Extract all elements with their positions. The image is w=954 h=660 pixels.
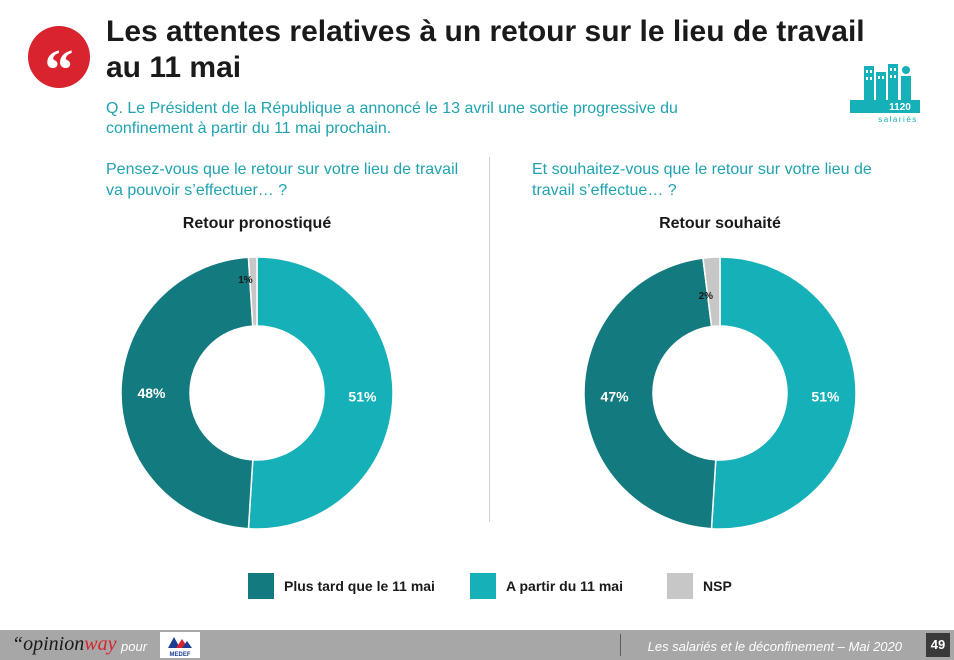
data-label-nsp: 1% <box>238 275 253 286</box>
data-label-a-partir-du-11-mai: 51% <box>811 388 840 404</box>
slice-plus-tard-que-le-11-mai <box>583 257 717 530</box>
slice-a-partir-du-11-mai <box>710 256 857 530</box>
svg-text:MEDEF: MEDEF <box>170 652 191 658</box>
badge-label: salariés <box>878 115 918 124</box>
column-divider <box>489 157 490 522</box>
chart-legend: Plus tard que le 11 mai A partir du 11 m… <box>0 573 954 599</box>
chart-title-pronostique: Retour pronostiqué <box>182 215 332 232</box>
legend-swatch <box>667 573 693 599</box>
chart-title-souhaite: Retour souhaité <box>659 215 781 232</box>
slice-nsp <box>702 256 721 328</box>
slice-nsp <box>247 256 258 327</box>
office-building-people-icon: 1120 salariés <box>850 64 920 124</box>
data-label-a-partir-du-11-mai: 51% <box>348 388 377 404</box>
footer-pour: pour <box>121 639 148 654</box>
legend-label: NSP <box>703 578 732 594</box>
study-title: Les salariés et le déconfinement – Mai 2… <box>647 639 902 654</box>
donut-chart-pronostique: 51% 48% 1% <box>120 256 394 530</box>
data-label-plus-tard-que-le-11-mai: 48% <box>137 385 166 401</box>
medef-logo: MEDEF <box>160 632 200 658</box>
legend-swatch <box>248 573 274 599</box>
opinionway-logo: “opinionway <box>12 633 117 655</box>
footer-bar: “opinionway pour MEDEF Les salariés et l… <box>0 630 954 660</box>
legend-item-nsp: NSP <box>667 573 732 599</box>
right-question: Et souhaitez-vous que le retour sur votr… <box>532 161 872 199</box>
page-number: 49 <box>926 633 950 657</box>
legend-swatch <box>470 573 496 599</box>
legend-label: A partir du 11 mai <box>506 578 623 594</box>
legend-item-a-partir: A partir du 11 mai <box>470 573 623 599</box>
slice-plus-tard-que-le-11-mai <box>120 256 254 530</box>
badge-count: 1120 <box>889 102 911 113</box>
page-title: Les attentes relatives à un retour sur l… <box>106 15 865 84</box>
footer-separator <box>620 634 621 656</box>
left-question: Pensez-vous que le retour sur votre lieu… <box>106 161 459 199</box>
quote-icon: “ <box>28 26 90 102</box>
slice-a-partir-du-11-mai <box>247 256 394 530</box>
question-text: Q. Le Président de la République a annon… <box>106 100 678 137</box>
data-label-nsp: 2% <box>699 291 714 302</box>
data-label-plus-tard-que-le-11-mai: 47% <box>601 388 630 404</box>
donut-chart-souhaite: 51% 47% 2% <box>583 256 857 530</box>
legend-label: Plus tard que le 11 mai <box>284 578 435 594</box>
legend-item-plus-tard: Plus tard que le 11 mai <box>248 573 435 599</box>
